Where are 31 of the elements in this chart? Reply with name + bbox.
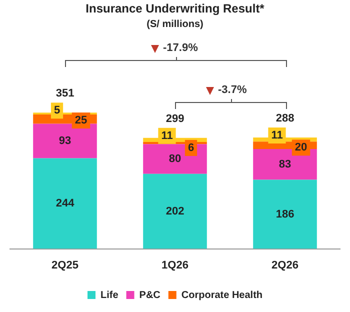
data-label: 202: [166, 205, 184, 218]
x-tick-label: 2Q25: [52, 259, 78, 272]
data-label: 11: [271, 130, 283, 142]
bar: [33, 124, 97, 158]
bar: [253, 180, 317, 249]
data-label: 93: [58, 135, 72, 148]
data-label: 80: [168, 153, 182, 166]
legend-label: P&C: [139, 290, 160, 301]
bar: [33, 158, 97, 249]
text: -17.9%: [163, 42, 198, 54]
data-label: 5: [54, 104, 60, 117]
bar: [143, 174, 207, 249]
bar: [143, 144, 207, 174]
annotation: 299: [166, 112, 184, 125]
data-label: 244: [56, 198, 76, 210]
data-label: 11: [161, 130, 173, 142]
data-label: 83: [278, 158, 292, 170]
bar: [253, 149, 317, 180]
data-label: 186: [276, 208, 294, 220]
data-label: 25: [74, 114, 88, 127]
legend-label: Corporate Health: [181, 290, 263, 301]
text: 351: [56, 88, 74, 100]
chart-subtitle: (S/ millions): [146, 19, 204, 30]
annotation: 288: [276, 112, 294, 125]
chart-title: Insurance Underwriting Result*: [86, 2, 265, 16]
legend-label: Life: [100, 290, 119, 301]
x-tick-label: 1Q26: [162, 259, 188, 272]
data-label: 6: [188, 142, 194, 154]
data-label: 20: [294, 142, 308, 154]
text: -3.7%: [218, 84, 247, 96]
x-tick-label: 2Q26: [272, 259, 298, 272]
